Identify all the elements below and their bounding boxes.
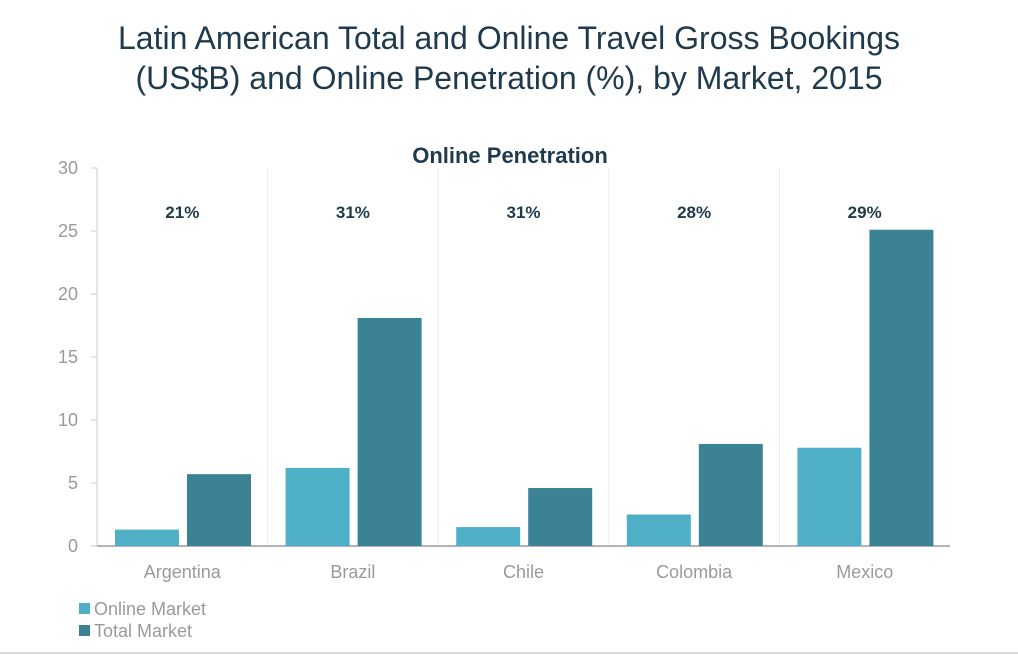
x-tick-label: Mexico [836,562,893,582]
bar-total-market-colombia [698,443,763,546]
bar-online-market-argentina [115,529,179,546]
category-labels: Argentina Brazil Chile Colombia Mexico [144,562,893,582]
x-tick-label: Argentina [144,562,222,582]
penetration-label: 21% [165,203,199,222]
bar-total-market-chile [528,488,593,546]
bar-total-market-mexico [869,229,934,547]
penetration-label: 29% [848,203,882,222]
x-tick-label: Brazil [330,562,375,582]
legend-swatch [79,603,90,614]
chart-title: Latin American Total and Online Travel G… [0,18,1018,98]
y-tick-label: 0 [68,536,78,556]
bar-total-market-brazil [357,317,422,546]
bar-online-market-colombia [626,514,691,546]
penetration-labels: 21% 31% 31% 28% 29% [165,203,881,222]
penetration-label: 28% [677,203,711,222]
legend-label: Total Market [94,621,192,641]
bars [115,229,934,547]
bar-online-market-chile [456,527,521,546]
chart-subtitle: Online Penetration [412,143,608,168]
legend-label: Online Market [94,599,206,619]
bar-online-market-mexico [797,447,862,546]
bar-online-market-brazil [285,467,350,546]
bottom-divider [0,652,1018,654]
y-tick-label: 25 [58,221,78,241]
y-tick-label: 20 [58,284,78,304]
y-tick-label: 10 [58,410,78,430]
y-tick-label: 15 [58,347,78,367]
y-axis-ticks: 0 5 10 15 20 25 30 [58,158,97,556]
chart-title-line-1: Latin American Total and Online Travel G… [117,20,901,56]
bar-total-market-argentina [187,474,251,546]
penetration-label: 31% [506,203,540,222]
chart-title-line-2: (US$B) and Online Penetration (%), by Ma… [135,60,883,96]
penetration-label: 31% [336,203,370,222]
x-tick-label: Chile [503,562,544,582]
y-tick-label: 5 [68,473,78,493]
y-tick-label: 30 [58,158,78,178]
x-tick-label: Colombia [656,562,733,582]
legend-swatch [79,625,90,636]
